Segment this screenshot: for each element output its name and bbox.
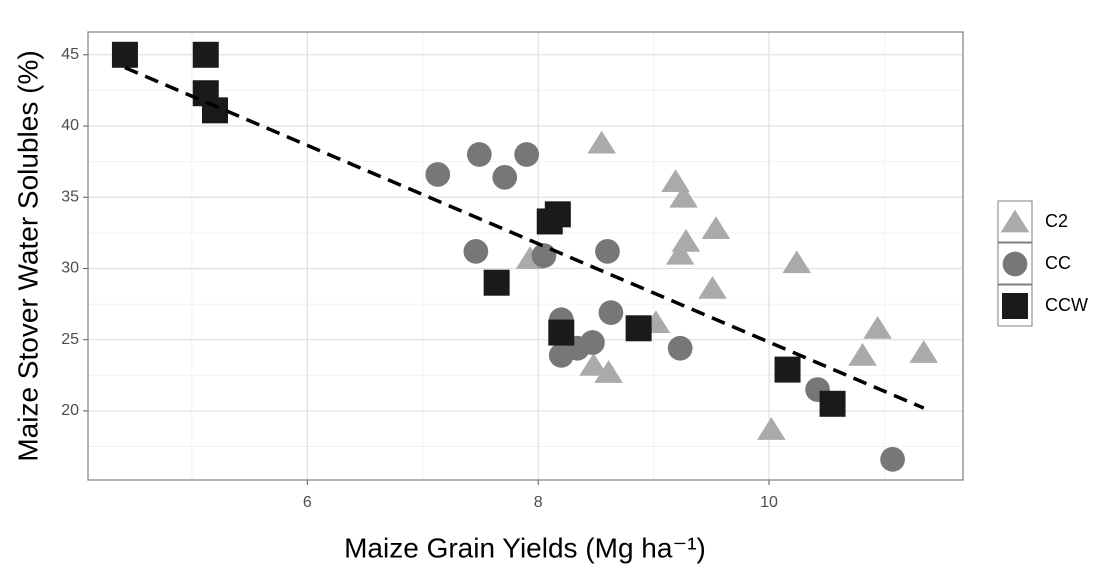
point	[201, 97, 228, 124]
legend-label: CC	[1045, 253, 1071, 273]
point	[625, 315, 652, 342]
point	[425, 162, 451, 187]
legend-marker	[1002, 251, 1028, 277]
y-tick-label: 25	[61, 331, 79, 348]
point	[111, 41, 138, 68]
legend-label: C2	[1045, 211, 1068, 231]
y-tick-label: 35	[61, 188, 79, 205]
point	[483, 269, 510, 296]
point	[701, 216, 731, 239]
plot-border	[87, 31, 964, 481]
point	[880, 446, 905, 472]
y-axis-title: Maize Stover Water Solubles (%)	[12, 50, 43, 461]
point	[667, 335, 693, 361]
point	[531, 243, 557, 268]
point	[579, 352, 608, 376]
point	[548, 319, 575, 346]
y-tick-label: 45	[61, 46, 79, 63]
point	[909, 340, 939, 363]
point	[463, 239, 489, 264]
point	[492, 164, 518, 190]
point	[774, 356, 801, 383]
x-tick-label: 10	[760, 494, 778, 511]
point	[698, 276, 727, 299]
point	[661, 169, 690, 192]
point	[544, 201, 571, 228]
point	[598, 300, 624, 325]
legend-label: CCW	[1045, 295, 1088, 315]
trend-line	[124, 66, 925, 410]
x-axis-title: Maize Grain Yields (Mg ha⁻¹)	[344, 532, 706, 563]
point	[665, 241, 695, 265]
x-tick-label: 8	[534, 494, 543, 511]
point	[848, 343, 877, 366]
point	[819, 390, 846, 417]
point	[548, 343, 574, 368]
y-tick-label: 30	[61, 260, 79, 277]
y-tick-label: 20	[61, 402, 79, 419]
point	[594, 360, 623, 383]
legend-marker	[1002, 293, 1028, 319]
point	[757, 417, 786, 440]
y-tick-label: 40	[61, 117, 79, 134]
point	[514, 142, 540, 167]
x-tick-label: 6	[303, 494, 312, 511]
point	[782, 250, 812, 274]
point	[595, 239, 620, 264]
point	[587, 130, 616, 154]
point	[192, 41, 219, 68]
legend-marker	[1000, 209, 1030, 233]
point	[863, 315, 892, 339]
point	[669, 184, 698, 208]
point	[466, 142, 492, 167]
